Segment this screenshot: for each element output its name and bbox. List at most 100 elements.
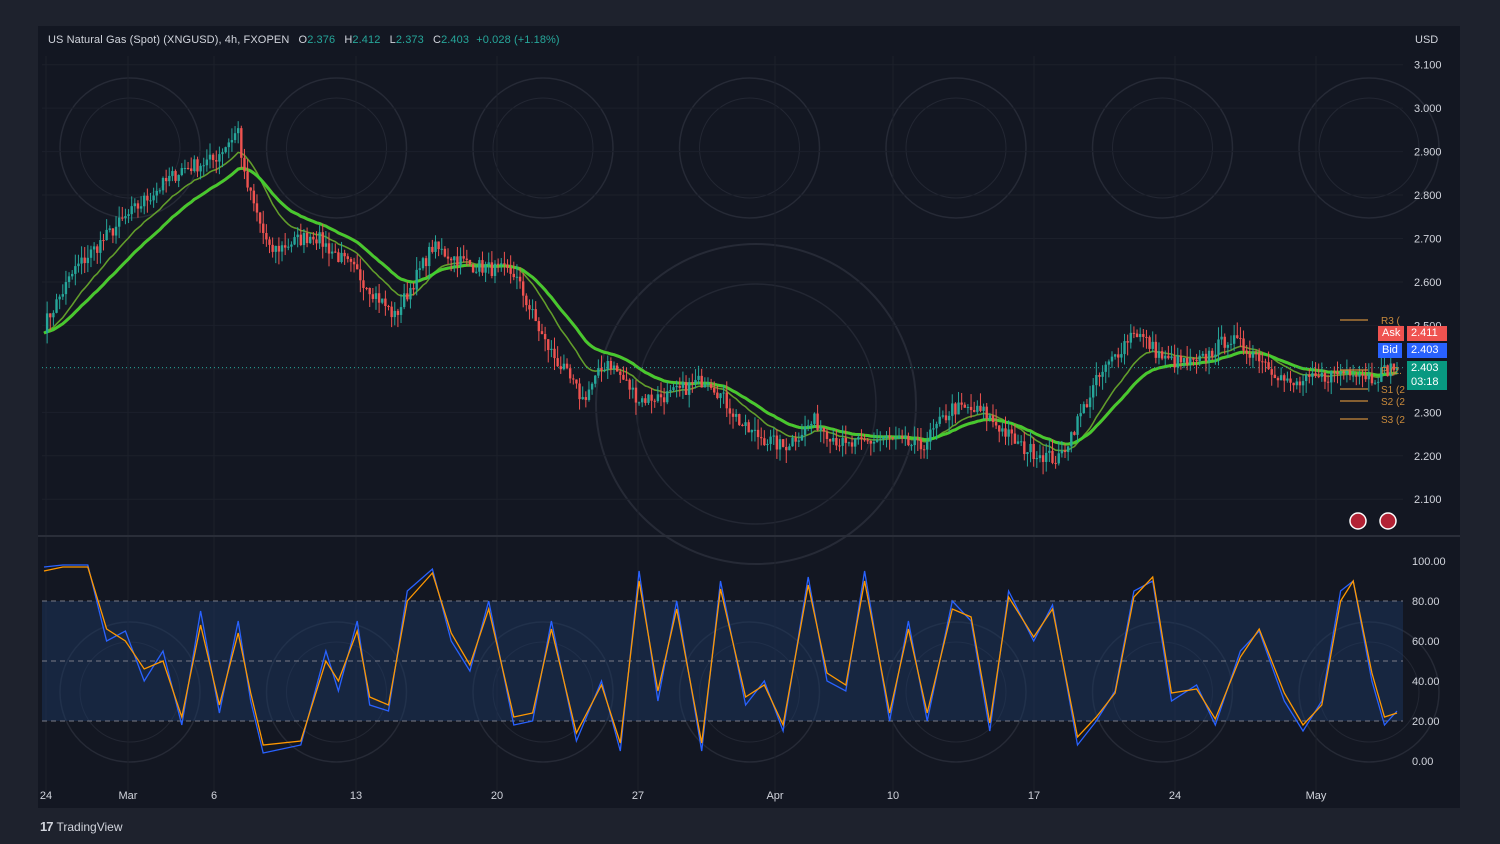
ask-label: Ask — [1378, 326, 1405, 341]
candle-body — [418, 268, 422, 270]
watermark-seal — [472, 77, 614, 219]
candle-body — [1308, 374, 1311, 377]
candle-body — [1079, 413, 1082, 417]
candle-body — [835, 437, 838, 446]
candle-body — [988, 415, 992, 419]
candle-body — [158, 190, 162, 192]
candle-body — [428, 246, 431, 267]
candle-body — [434, 241, 437, 252]
candle-body — [168, 175, 171, 182]
candle-body — [1336, 371, 1339, 375]
candle-body — [853, 439, 857, 447]
candle-body — [1207, 350, 1211, 362]
candle-body — [1279, 375, 1283, 381]
us-flag-event-icon[interactable] — [1379, 512, 1397, 530]
chart-canvas[interactable]: R3 (P (2. S1 (2S2 (2 S3 (2 3.100 3.000 2.900… — [38, 26, 1460, 808]
candle-body — [421, 258, 425, 269]
watermark-seal-inner — [286, 97, 387, 199]
symbol-header: US Natural Gas (Spot) (XNGUSD), 4h, FXOP… — [48, 34, 560, 46]
candle-body — [794, 437, 797, 442]
candle-body — [1004, 428, 1007, 437]
candle-body — [67, 276, 71, 283]
candle-body — [1041, 455, 1045, 462]
candle-body — [869, 440, 873, 444]
candle-body — [885, 435, 888, 438]
candle-body — [1066, 446, 1070, 453]
time-tick-label: May — [1306, 790, 1327, 802]
candle-body — [133, 203, 137, 207]
high-label: H — [344, 34, 353, 46]
candle-body — [725, 392, 728, 409]
candle-body — [1286, 378, 1289, 381]
candle-body — [963, 404, 966, 408]
candle-body — [55, 299, 58, 313]
candle-body — [1195, 359, 1198, 362]
pivot-label: P (2. — [1381, 366, 1402, 377]
candle-body — [89, 249, 93, 258]
candle-body — [1245, 350, 1248, 354]
candle-body — [998, 425, 1001, 432]
candle-body — [1185, 357, 1189, 365]
candle-body — [922, 449, 926, 451]
candle-body — [662, 397, 666, 403]
candles[interactable] — [45, 121, 1399, 475]
candle-body — [1016, 441, 1020, 444]
candle-body — [1092, 385, 1095, 398]
watermark-seal-inner — [1318, 97, 1420, 199]
candle-body — [1160, 351, 1164, 359]
candle-body — [954, 403, 957, 415]
candle-body — [666, 391, 669, 403]
candle-body — [1142, 334, 1145, 337]
candle-body — [966, 406, 970, 408]
candle-body — [697, 375, 700, 380]
candle-body — [92, 246, 96, 250]
candle-body — [572, 378, 575, 380]
candle-body — [850, 442, 854, 447]
candle-body — [518, 276, 522, 282]
watermark-seal-inner — [905, 97, 1007, 199]
candle-body — [1251, 352, 1255, 358]
candle-body — [810, 423, 813, 426]
candle-body — [738, 414, 741, 425]
candle-body — [305, 233, 309, 244]
candle-body — [788, 446, 791, 451]
candle-body — [860, 437, 863, 439]
candle-body — [926, 441, 929, 450]
candle-body — [525, 295, 528, 306]
candle-body — [481, 260, 484, 273]
candle-body — [340, 252, 343, 263]
pivot-levels: R3 (P (2. S1 (2S2 (2 S3 (2 — [1340, 316, 1405, 530]
candle-body — [1358, 373, 1361, 377]
candle-body — [941, 415, 945, 417]
candle-body — [653, 400, 656, 402]
candle-body — [1217, 339, 1220, 355]
candle-body — [211, 154, 215, 161]
candle-body — [296, 234, 299, 238]
candle-body — [240, 128, 243, 158]
candle-body — [1051, 450, 1054, 463]
time-tick-label: 13 — [350, 790, 362, 802]
candle-body — [872, 441, 876, 444]
us-flag-event-icon[interactable] — [1349, 512, 1367, 530]
candle-body — [919, 439, 923, 450]
open-value: 2.376 — [307, 34, 336, 46]
candle-body — [180, 168, 184, 176]
candle-body — [972, 410, 976, 412]
candle-body — [143, 195, 146, 207]
candle-body — [334, 251, 337, 253]
candle-body — [1001, 428, 1004, 432]
watermark-seal — [265, 621, 408, 763]
candle-body — [1082, 404, 1086, 414]
candle-body — [70, 273, 74, 277]
high-value: 2.412 — [352, 34, 381, 46]
candle-body — [825, 431, 829, 439]
candle-body — [863, 438, 866, 441]
watermark-seal — [472, 621, 614, 763]
symbol-title[interactable]: US Natural Gas (Spot) (XNGUSD), 4h, FXOP… — [48, 34, 290, 46]
currency-label[interactable]: USD — [1415, 34, 1439, 46]
tradingview-logo[interactable]: 17 TradingView — [40, 819, 123, 834]
candle-body — [1364, 375, 1367, 380]
candle-body — [190, 168, 193, 172]
candle-body — [1370, 373, 1374, 384]
candle-body — [1045, 452, 1048, 462]
